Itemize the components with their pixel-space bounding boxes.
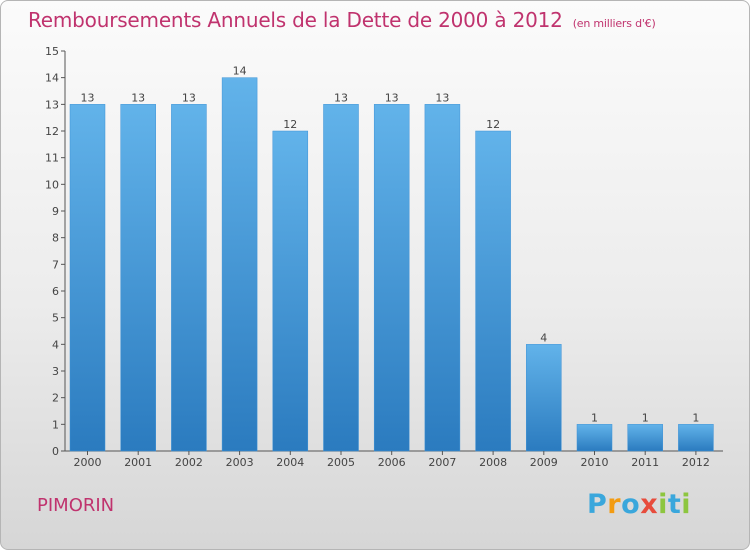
y-tick-label: 14 <box>45 72 59 85</box>
data-label: 13 <box>81 91 95 104</box>
logo-letter: i <box>658 489 668 520</box>
y-tick-label: 15 <box>45 45 59 58</box>
logo-letter: P <box>587 489 608 520</box>
data-label: 1 <box>642 411 649 424</box>
x-tick-label: 2001 <box>124 456 152 469</box>
y-tick-label: 3 <box>52 365 59 378</box>
y-tick-label: 5 <box>52 312 59 325</box>
proxiti-logo: Proxiti <box>587 489 691 520</box>
bar <box>627 424 663 452</box>
data-label: 13 <box>182 91 196 104</box>
x-tick-label: 2012 <box>682 456 710 469</box>
bar <box>120 104 156 452</box>
bar <box>424 104 461 452</box>
x-tick-label: 2009 <box>530 456 558 469</box>
y-tick-label: 6 <box>52 285 59 298</box>
logo-letter: t <box>667 489 682 520</box>
y-tick-label: 4 <box>52 338 59 351</box>
y-tick-label: 2 <box>52 392 59 405</box>
logo-letter: i <box>681 489 692 520</box>
x-tick-label: 2011 <box>631 456 659 469</box>
y-tick-label: 11 <box>45 152 59 165</box>
data-label: 12 <box>486 118 500 131</box>
bar <box>272 130 309 452</box>
y-tick-label: 0 <box>52 445 59 458</box>
x-tick-label: 2007 <box>428 456 456 469</box>
y-tick-label: 8 <box>52 232 59 245</box>
logo-letter: o <box>621 489 641 520</box>
bar <box>373 104 410 452</box>
logo-letter: r <box>607 489 622 520</box>
bar <box>221 77 258 452</box>
y-tick-label: 13 <box>45 98 59 111</box>
title-text: Remboursements Annuels de la Dette de 20… <box>28 8 563 32</box>
data-label: 1 <box>591 411 598 424</box>
y-tick-label: 12 <box>45 125 59 138</box>
data-label: 4 <box>540 331 547 344</box>
x-tick-label: 2003 <box>226 456 254 469</box>
bar <box>323 104 359 452</box>
y-tick-label: 7 <box>52 258 59 271</box>
data-label: 13 <box>334 91 348 104</box>
y-tick-label: 10 <box>45 178 59 191</box>
bar <box>576 424 613 452</box>
chart-title: Remboursements Annuels de la Dette de 20… <box>28 8 656 32</box>
data-label: 13 <box>435 91 449 104</box>
data-label: 13 <box>385 91 399 104</box>
data-label: 12 <box>283 118 297 131</box>
bar <box>69 104 106 452</box>
x-tick-label: 2005 <box>327 456 355 469</box>
data-label: 1 <box>692 411 699 424</box>
x-tick-label: 2002 <box>175 456 203 469</box>
x-tick-label: 2004 <box>276 456 304 469</box>
data-label: 13 <box>131 91 145 104</box>
bar <box>678 424 714 452</box>
data-label: 14 <box>233 65 247 78</box>
y-tick-label: 9 <box>52 205 59 218</box>
x-tick-label: 2010 <box>581 456 609 469</box>
x-tick-label: 2006 <box>378 456 406 469</box>
bar <box>171 104 207 452</box>
unit-label: (en milliers d'€) <box>572 17 656 30</box>
x-tick-label: 2008 <box>479 456 507 469</box>
y-tick-label: 1 <box>52 418 59 431</box>
commune-name: PIMORIN <box>37 495 115 516</box>
bar <box>475 130 511 452</box>
bar <box>526 344 562 452</box>
logo-letter: x <box>640 489 659 520</box>
x-tick-label: 2000 <box>74 456 102 469</box>
